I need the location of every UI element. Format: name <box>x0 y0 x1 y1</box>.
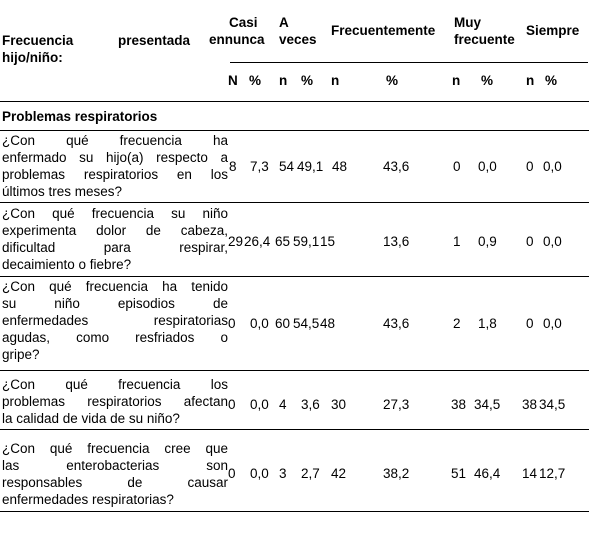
row-4-n-2: 4 <box>279 397 287 412</box>
row-4-rule <box>0 429 589 430</box>
subheader-n-5: n <box>526 73 535 88</box>
section-title: Problemas respiratorios <box>2 109 158 124</box>
row-4-pct-4: 34,5 <box>474 397 501 412</box>
row-2-pct-3: 13,6 <box>383 234 410 249</box>
row-4-n-5: 38 <box>522 397 538 412</box>
subheader-pct-2: % <box>301 73 314 88</box>
row-4-n-4: 38 <box>451 397 467 412</box>
row-3-n-3: 48 <box>320 316 336 331</box>
header-frecuentemente: Frecuentemente <box>331 23 436 38</box>
row-4-n-3: 30 <box>331 397 347 412</box>
subheader-pct-4: % <box>481 73 494 88</box>
row-3-pct-4: 1,8 <box>478 316 497 331</box>
row-3-n-2: 60 <box>275 316 291 331</box>
row-5-pct-1: 0,0 <box>250 466 269 481</box>
row-2-pct-4: 0,9 <box>478 234 497 249</box>
subheader-n-1: N <box>228 73 238 88</box>
table-bottom-rule <box>0 511 589 512</box>
subheader-pct-1: % <box>249 73 262 88</box>
row-1-pct-5: 0,0 <box>543 159 562 174</box>
row-3-rule <box>0 370 589 371</box>
row-4-question: ¿Con qué frecuencia los problemas respir… <box>2 377 228 426</box>
row-5-pct-5: 12,7 <box>539 466 566 481</box>
row-3-pct-5: 0,0 <box>543 316 562 331</box>
row-5-n-1: 0 <box>228 466 236 481</box>
row-4-pct-2: 3,6 <box>301 397 320 412</box>
section-rule <box>0 130 589 131</box>
subheader-n-4: n <box>452 73 461 88</box>
row-1-n-4: 0 <box>453 159 461 174</box>
header-a-veces-line1: A <box>279 15 289 30</box>
row-1-question: ¿Con qué frecuencia ha enfermado su hijo… <box>2 133 228 199</box>
subheader-n-2: n <box>279 73 288 88</box>
row-2-n-4: 1 <box>453 234 461 249</box>
header-casi-nunca-line1: Casi <box>229 15 258 30</box>
row-3-pct-3: 43,6 <box>383 316 410 331</box>
header-row-label-line1: Frecuencia presentada <box>2 33 190 48</box>
row-3-pct-1: 0,0 <box>250 316 269 331</box>
row-5-pct-3: 38,2 <box>383 466 410 481</box>
row-2-n-1: 29 <box>228 234 244 249</box>
row-2-pct-5: 0,0 <box>543 234 562 249</box>
row-5-n-4: 51 <box>451 466 467 481</box>
row-5-pct-4: 46,4 <box>474 466 501 481</box>
row-2-pct-2: 59,1 <box>293 234 320 249</box>
row-1-pct-1: 7,3 <box>250 159 269 174</box>
row-2-question: ¿Con qué frecuencia su niño experimenta … <box>2 206 228 272</box>
row-2-pct-1: 26,4 <box>244 234 271 249</box>
header-bottom-rule <box>0 101 589 102</box>
subheader-pct-5: % <box>545 73 558 88</box>
row-3-pct-2: 54,5 <box>293 316 320 331</box>
row-5-n-5: 14 <box>522 466 538 481</box>
row-5-n-2: 3 <box>279 466 287 481</box>
row-4-pct-3: 27,3 <box>383 397 410 412</box>
row-4-pct-1: 0,0 <box>250 397 269 412</box>
row-1-pct-3: 43,6 <box>383 159 410 174</box>
row-1-rule <box>0 202 589 203</box>
header-row-label-line2: hijo/niño: <box>2 50 63 65</box>
row-3-n-1: 0 <box>228 316 236 331</box>
header-a-veces-line2: veces <box>279 32 317 47</box>
row-3-question: ¿Con qué frecuencia ha tenido su niño ep… <box>2 279 228 362</box>
row-5-n-3: 42 <box>331 466 347 481</box>
row-2-rule <box>0 276 589 277</box>
row-1-pct-2: 49,1 <box>297 159 324 174</box>
row-1-n-5: 0 <box>526 159 534 174</box>
row-5-question: ¿Con qué frecuencia cree que las enterob… <box>2 441 228 507</box>
row-1-n-3: 48 <box>332 159 348 174</box>
row-3-n-5: 0 <box>526 316 534 331</box>
header-siempre: Siempre <box>526 23 580 38</box>
header-group-divider <box>230 62 588 63</box>
row-1-n-2: 54 <box>279 159 295 174</box>
header-casi-nunca-line2: ennunca <box>209 32 265 47</box>
row-1-pct-4: 0,0 <box>478 159 497 174</box>
row-5-pct-2: 2,7 <box>301 466 320 481</box>
row-4-pct-5: 34,5 <box>539 397 566 412</box>
row-3-n-4: 2 <box>453 316 461 331</box>
row-4-n-1: 0 <box>228 397 236 412</box>
row-1-n-1: 8 <box>229 159 237 174</box>
header-muy-frecuente-line1: Muy <box>454 15 481 30</box>
header-muy-frecuente-line2: frecuente <box>454 32 515 47</box>
row-2-n-3: 15 <box>320 234 336 249</box>
subheader-n-3: n <box>331 73 340 88</box>
subheader-pct-3: % <box>386 73 399 88</box>
row-2-n-5: 0 <box>526 234 534 249</box>
row-2-n-2: 65 <box>275 234 291 249</box>
